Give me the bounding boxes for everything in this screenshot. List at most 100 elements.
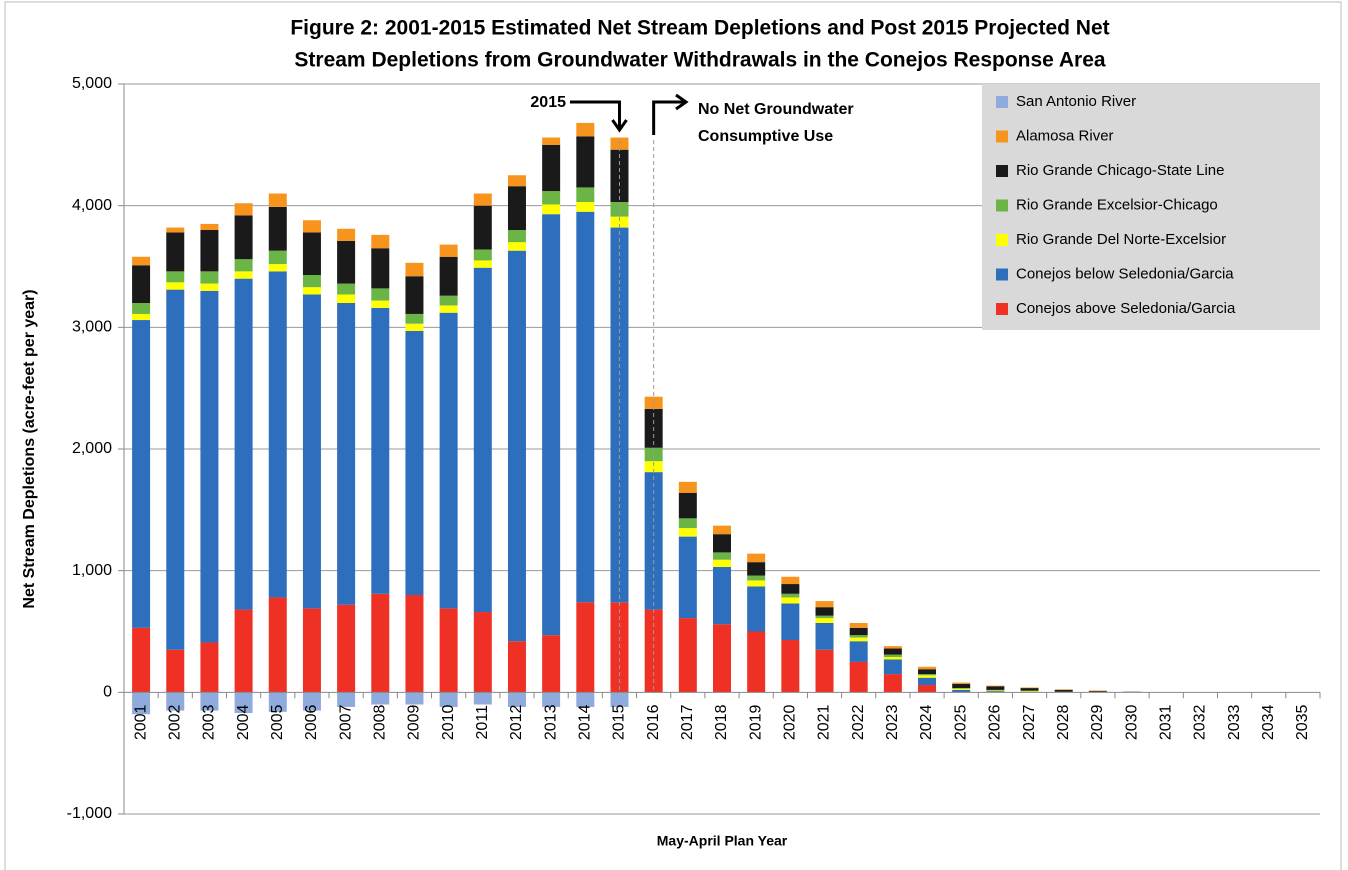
bar-segment <box>781 640 800 693</box>
bar-segment <box>883 657 902 660</box>
bar-segment <box>542 692 561 707</box>
bar-segment <box>952 683 971 689</box>
bar-segment <box>576 692 595 707</box>
bar-segment <box>781 603 800 641</box>
bar-segment <box>200 692 219 711</box>
bar-segment <box>1088 690 1107 692</box>
legend-label: Rio Grande Excelsior-Chicago <box>1016 196 1218 213</box>
bar-segment <box>302 220 321 233</box>
bar-segment <box>507 250 526 642</box>
bar-segment <box>815 649 834 693</box>
bar-segment <box>132 627 151 693</box>
x-tick-label: 2021 <box>816 704 833 740</box>
bar-segment <box>849 622 868 628</box>
bar-segment <box>507 641 526 693</box>
bar-segment <box>644 609 663 693</box>
x-tick-label: 2011 <box>474 705 491 740</box>
x-tick-label: 2030 <box>1123 704 1140 740</box>
bar-segment <box>507 186 526 230</box>
x-tick-label: 2016 <box>645 704 662 740</box>
bar-segment <box>781 597 800 604</box>
bar-segment <box>337 692 356 707</box>
annotation-arrow <box>652 93 689 135</box>
bar-segment <box>337 294 356 303</box>
bar-segment <box>268 692 287 712</box>
bar-segment <box>678 536 697 619</box>
x-tick-label: 2029 <box>1089 704 1106 740</box>
bar-segment <box>234 203 253 216</box>
bar-segment <box>371 288 390 301</box>
legend-swatch <box>996 165 1008 177</box>
bar-segment <box>883 648 902 655</box>
x-tick-label: 2006 <box>303 704 320 740</box>
bar-segment <box>268 193 287 207</box>
bar-segment <box>918 666 937 670</box>
y-tick-label: 5,000 <box>72 75 112 92</box>
bar-segment <box>986 685 1005 687</box>
bar-segment <box>952 689 971 693</box>
bar-segment <box>234 609 253 693</box>
x-axis-label: May-April Plan Year <box>657 833 788 849</box>
bar-segment <box>815 601 834 608</box>
bar-segment <box>1020 687 1039 689</box>
bar-segment <box>747 562 766 576</box>
bar-segment <box>405 262 424 277</box>
bar-segment <box>576 211 595 603</box>
bar-segment <box>473 205 492 250</box>
x-tick-label: 2033 <box>1226 704 1243 740</box>
bar-segment <box>1054 689 1073 692</box>
bar-segment <box>986 691 1005 693</box>
bar-segment <box>166 227 185 233</box>
bar-segment <box>918 669 937 675</box>
bar-segment <box>1020 690 1039 692</box>
y-tick-label: 2,000 <box>72 440 112 457</box>
bar-segment <box>405 692 424 705</box>
bar-segment <box>166 692 185 711</box>
bar-segment <box>439 608 458 693</box>
bar-segment <box>166 649 185 693</box>
y-axis-label: Net Stream Depletions (acre-feet per yea… <box>21 289 38 608</box>
bar-segment <box>849 635 868 638</box>
bar-segment <box>1088 691 1107 693</box>
y-tick-label: 0 <box>103 684 112 701</box>
bar-segment <box>302 692 321 711</box>
x-tick-label: 2008 <box>372 704 389 740</box>
bar-segment <box>268 206 287 251</box>
bar-segment <box>405 330 424 595</box>
bar-segment <box>405 313 424 324</box>
x-tick-label: 2022 <box>850 704 867 740</box>
legend-box <box>982 84 1320 330</box>
bar-segment <box>200 271 219 284</box>
y-tick-label: 1,000 <box>72 562 112 579</box>
bar-segment <box>542 137 561 145</box>
bar-segment <box>986 690 1005 692</box>
x-tick-label: 2009 <box>406 704 423 740</box>
bar-segment <box>986 689 1005 691</box>
bar-segment <box>234 215 253 260</box>
y-tick-label: 3,000 <box>72 319 112 336</box>
bar-segment <box>883 646 902 649</box>
bar-segment <box>132 303 151 314</box>
legend-swatch <box>996 96 1008 108</box>
bar-segment <box>200 290 219 643</box>
bar-segment <box>132 692 151 715</box>
bar-segment <box>371 234 390 249</box>
x-tick-label: 2024 <box>918 704 935 740</box>
bar-segment <box>371 307 390 594</box>
annotation: 2015 <box>530 94 566 111</box>
bar-segment <box>918 685 937 693</box>
bar-segment <box>507 242 526 251</box>
legend-label: Rio Grande Chicago-State Line <box>1016 162 1224 179</box>
bar-segment <box>302 232 321 276</box>
x-tick-label: 2010 <box>440 704 457 740</box>
bar-segment <box>678 518 697 529</box>
bar-segment <box>781 576 800 585</box>
legend-swatch <box>996 303 1008 315</box>
x-tick-label: 2002 <box>166 704 183 740</box>
legend-label: Alamosa River <box>1016 127 1114 144</box>
bar-segment <box>337 228 356 241</box>
bar-segment <box>302 275 321 288</box>
bar-segment <box>747 575 766 581</box>
bar-segment <box>918 674 937 676</box>
